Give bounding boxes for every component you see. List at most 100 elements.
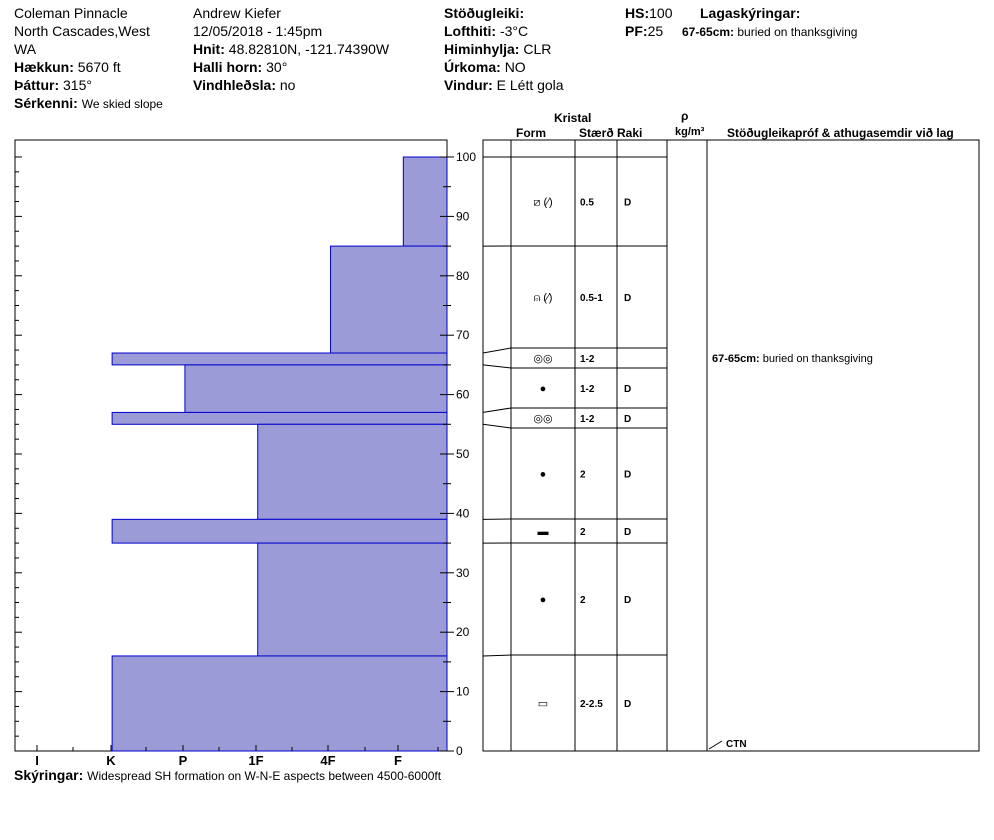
moisture-0: D — [624, 198, 631, 209]
x-tick-label-F: F — [394, 753, 402, 768]
pf-label: PF: — [625, 23, 648, 39]
aspect-label: Þáttur: — [14, 77, 60, 93]
grain-form-icon-3: ● — [540, 383, 547, 395]
location-line-3: WA — [14, 41, 37, 57]
moisture-header: Raki — [617, 126, 643, 140]
slope-value: 30° — [266, 59, 288, 75]
moisture-5: D — [624, 470, 631, 481]
grain-form-icon-6: ▬ — [538, 526, 549, 538]
moisture-4: D — [624, 414, 631, 425]
y-tick-label-80: 80 — [456, 269, 470, 283]
grain-form-icon-7: ● — [540, 594, 547, 606]
layer-note-text: buried on thanksgiving — [737, 25, 858, 39]
pf-value: 25 — [647, 23, 664, 39]
moisture-7: D — [624, 595, 631, 606]
depth-connector-2 — [482, 347, 512, 354]
layer-note-header: 67-65cm: buried on thanksgiving — [682, 24, 857, 40]
depth-connector-3 — [482, 364, 512, 369]
grain-form-icon-5: ● — [540, 469, 547, 481]
test-label-0: CTN — [726, 739, 747, 750]
moisture-3: D — [624, 384, 631, 395]
observer: Andrew Kiefer — [193, 5, 281, 21]
coords-row: Hnit: 48.82810N, -121.74390W — [193, 41, 389, 57]
depth-connector-4 — [482, 407, 512, 413]
x-tick-label-4F: 4F — [320, 753, 335, 768]
y-tick-label-10: 10 — [456, 685, 470, 699]
grain-size-4: 1-2 — [580, 414, 595, 425]
grain-size-8: 2-2.5 — [580, 699, 603, 710]
layer-note-entry-range: 67-65cm: — [712, 353, 760, 365]
moisture-8: D — [624, 699, 631, 710]
precip-label: Úrkoma: — [444, 59, 501, 75]
coords-label: Hnit: — [193, 41, 225, 57]
grain-form-icon-0: ⧄ (⁄) — [533, 197, 552, 209]
location-line-1: Coleman Pinnacle — [14, 5, 128, 21]
air-temp-value: -3°C — [499, 23, 529, 39]
form-header: Form — [516, 126, 546, 140]
grain-form-icon-8: ▭ — [538, 698, 548, 710]
air-temp-label: Lofthiti: — [444, 23, 497, 39]
aspect-row: Þáttur: 315° — [14, 77, 92, 93]
specifics-label: Sérkenni: — [14, 95, 78, 111]
layer-note-range: 67-65cm: — [682, 25, 735, 39]
y-tick-label-90: 90 — [456, 209, 470, 223]
hardness-bar-1 — [330, 245, 448, 354]
grain-size-5: 2 — [580, 470, 586, 481]
grain-form-icon-4: ◎◎ — [533, 413, 552, 425]
precip-row: Úrkoma: NO — [444, 59, 526, 75]
wind-loading-row: Vindhleðsla: no — [193, 77, 295, 93]
footer-notes: Skýringar: Widespread SH formation on W-… — [14, 767, 441, 784]
y-tick-label-20: 20 — [456, 625, 470, 639]
aspect-value: 315° — [63, 77, 92, 93]
wind-loading-label: Vindhleðsla: — [193, 77, 276, 93]
footer-notes-value: Widespread SH formation on W-N-E aspects… — [87, 769, 442, 783]
coords-value: 48.82810N, -121.74390W — [228, 41, 390, 57]
sky-row: Himinhylja: CLR — [444, 41, 551, 57]
pf-row: PF:25 — [625, 23, 663, 39]
y-tick-label-30: 30 — [456, 566, 470, 580]
layer-note-entry-text: buried on thanksgiving — [760, 353, 873, 365]
hs-label: HS: — [625, 5, 650, 21]
precip-value: NO — [504, 59, 526, 75]
y-tick-label-0: 0 — [456, 744, 463, 758]
slope-row: Halli horn: 30° — [193, 59, 287, 75]
hardness-bar-3 — [184, 364, 448, 413]
moisture-6: D — [624, 527, 631, 538]
y-tick-label-70: 70 — [456, 328, 470, 342]
layer-table-frame — [482, 139, 980, 752]
hardness-bar-6 — [111, 518, 448, 544]
crystal-header: Kristal — [554, 111, 592, 125]
wind-loading-value: no — [279, 77, 296, 93]
elevation-row: Hækkun: 5670 ft — [14, 59, 121, 75]
grain-size-7: 2 — [580, 595, 586, 606]
grain-size-3: 1-2 — [580, 384, 595, 395]
sky-value: CLR — [523, 41, 552, 57]
sky-label: Himinhylja: — [444, 41, 520, 57]
size-header: Stærð — [579, 126, 614, 140]
stability-label: Stöðugleiki: — [444, 5, 525, 21]
specifics-value: We skied slope — [81, 97, 163, 111]
grain-size-6: 2 — [580, 527, 586, 538]
depth-connector-8 — [482, 654, 512, 657]
depth-connector-5 — [482, 423, 512, 429]
datetime: 12/05/2018 - 1:45pm — [193, 23, 323, 39]
density-unit: kg/m³ — [675, 126, 705, 138]
hardness-bar-4 — [111, 411, 448, 425]
x-tick-label-I: I — [35, 753, 39, 768]
hardness-bar-5 — [257, 423, 448, 520]
hardness-bar-8 — [111, 655, 448, 752]
x-tick-label-P: P — [179, 753, 188, 768]
hs-row: HS:100 — [625, 5, 672, 21]
x-tick-label-K: K — [106, 753, 116, 768]
y-tick-label-60: 60 — [456, 388, 470, 402]
test-pointer-0 — [708, 740, 723, 750]
slope-label: Halli horn: — [193, 59, 263, 75]
wind-row: Vindur: E Létt gola — [444, 77, 564, 93]
specifics-row: Sérkenni: We skied slope — [14, 95, 163, 112]
wind-value: E Létt gola — [496, 77, 564, 93]
layer-note-entry: 67-65cm: buried on thanksgiving — [712, 353, 873, 365]
y-tick-label-100: 100 — [456, 150, 476, 164]
hardness-bar-0 — [402, 156, 448, 247]
wind-label: Vindur: — [444, 77, 493, 93]
